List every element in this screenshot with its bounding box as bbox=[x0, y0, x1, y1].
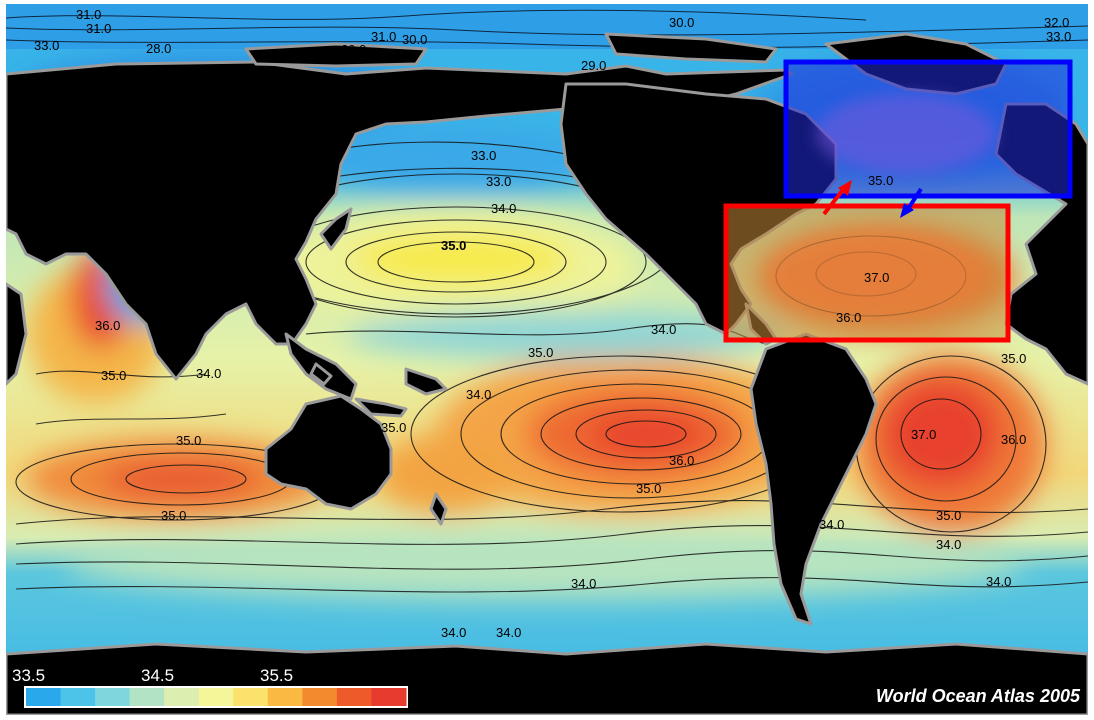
colorbar-swatch bbox=[60, 688, 96, 706]
highlight-boxes bbox=[723, 59, 1073, 343]
contour-label: 34.0 bbox=[819, 517, 844, 532]
colorbar-swatch bbox=[233, 688, 269, 706]
canada-arctic bbox=[604, 32, 778, 64]
contour-label: 30.0 bbox=[402, 32, 427, 47]
salinity-map: 31.0 31.0 33.0 28.0 29.0 31.0 30.0 30.0 … bbox=[4, 4, 1090, 717]
contour-label: 32.0 bbox=[1044, 15, 1069, 30]
contour-label: 34.0 bbox=[491, 201, 516, 216]
contour-labels: 31.0 31.0 33.0 28.0 29.0 31.0 30.0 30.0 … bbox=[34, 7, 1071, 640]
contour-label: 36.0 bbox=[669, 453, 694, 468]
japan bbox=[319, 207, 353, 251]
new-guinea bbox=[404, 367, 448, 396]
colorbar-swatch bbox=[302, 688, 338, 706]
colorbar-swatch bbox=[95, 688, 131, 706]
northward-arrow-head bbox=[838, 180, 852, 196]
contour-label: 33.0 bbox=[471, 148, 496, 163]
southward-arrow-head bbox=[900, 203, 914, 218]
contour-label: 34.0 bbox=[936, 537, 961, 552]
australia bbox=[264, 394, 393, 511]
contour-label: 33.0 bbox=[1046, 29, 1071, 44]
contour-label: 35.0 bbox=[1001, 351, 1026, 366]
map-canvas: 31.0 31.0 33.0 28.0 29.0 31.0 30.0 30.0 … bbox=[4, 4, 1090, 717]
contour-label: 34.0 bbox=[986, 574, 1011, 589]
eurasia bbox=[4, 60, 794, 381]
circulation-arrows bbox=[822, 180, 923, 218]
contour-label: 36.0 bbox=[836, 310, 861, 325]
contour-label: 35.0 bbox=[441, 238, 466, 253]
borneo bbox=[309, 362, 333, 386]
contour-label: 34.0 bbox=[196, 366, 221, 381]
colorbar-swatch bbox=[164, 688, 200, 706]
contour-label: 37.0 bbox=[864, 270, 889, 285]
map-credit: World Ocean Atlas 2005 bbox=[876, 686, 1081, 706]
contour-label: 35.0 bbox=[101, 368, 126, 383]
africa-east-edge bbox=[4, 282, 28, 386]
contour-label: 34.0 bbox=[496, 625, 521, 640]
indonesia bbox=[354, 397, 408, 418]
contour-label: 31.0 bbox=[76, 7, 101, 22]
colorbar-swatch bbox=[26, 688, 62, 706]
new-zealand bbox=[429, 492, 448, 526]
contour-label: 34.0 bbox=[651, 322, 676, 337]
contour-label: 35.0 bbox=[636, 481, 661, 496]
contour-label: 34.0 bbox=[571, 576, 596, 591]
contour-label: 35.0 bbox=[161, 508, 186, 523]
contour-label: 35.0 bbox=[936, 508, 961, 523]
colorbar-swatch bbox=[129, 688, 165, 706]
colorbar-tick-label: 34.5 bbox=[141, 666, 174, 685]
contour-label: 31.0 bbox=[86, 21, 111, 36]
contour-label: 35.0 bbox=[528, 345, 553, 360]
contour-label: 34.0 bbox=[441, 625, 466, 640]
colorbar-swatch bbox=[198, 688, 234, 706]
colorbar: 33.5 34.5 35.5 bbox=[12, 666, 408, 708]
colorbar-swatches bbox=[24, 686, 408, 708]
contour-label: 35.0 bbox=[381, 420, 406, 435]
contour-label: 30.0 bbox=[669, 15, 694, 30]
colorbar-swatch bbox=[267, 688, 303, 706]
contour-label: 36.0 bbox=[1001, 432, 1026, 447]
contour-label: 33.0 bbox=[34, 38, 59, 53]
contour-label: 31.0 bbox=[371, 29, 396, 44]
contour-label: 28.0 bbox=[146, 41, 171, 56]
contour-label: 36.0 bbox=[95, 318, 120, 333]
contour-label: 35.0 bbox=[868, 173, 893, 188]
contour-label: 35.0 bbox=[176, 433, 201, 448]
contour-label: 33.0 bbox=[486, 174, 511, 189]
contour-label: 29.0 bbox=[341, 42, 366, 57]
siberia-north bbox=[244, 42, 428, 68]
colorbar-swatch bbox=[336, 688, 372, 706]
colorbar-swatch bbox=[371, 688, 407, 706]
colorbar-tick-label: 35.5 bbox=[260, 666, 293, 685]
contour-label: 34.0 bbox=[466, 387, 491, 402]
contour-label: 29.0 bbox=[581, 58, 606, 73]
colorbar-tick-label: 33.5 bbox=[12, 666, 45, 685]
contour-label: 37.0 bbox=[911, 427, 936, 442]
south-america bbox=[749, 332, 878, 626]
